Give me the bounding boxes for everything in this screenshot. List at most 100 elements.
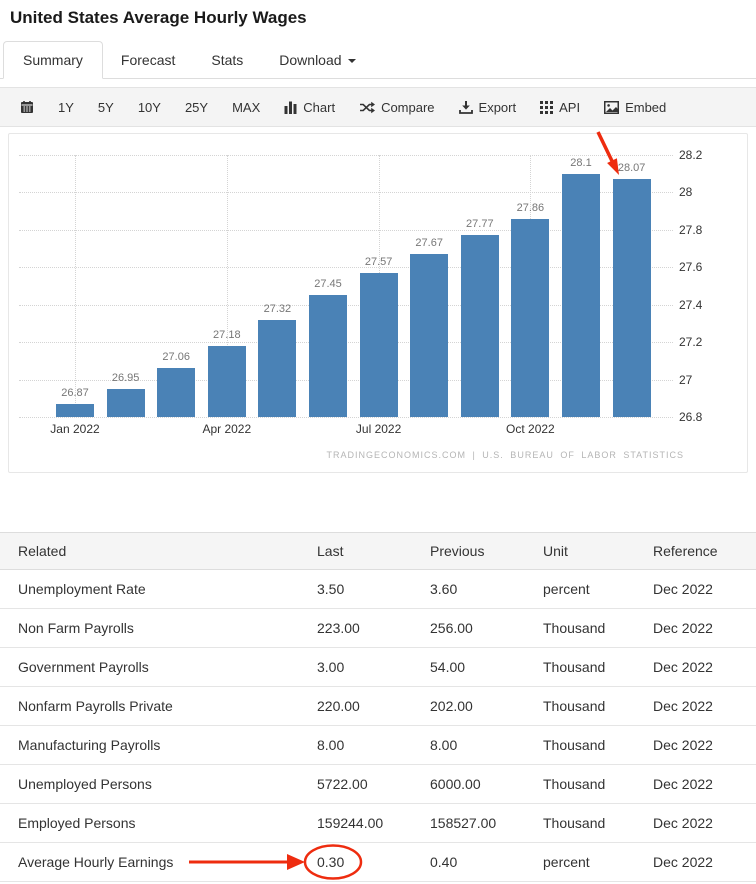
bar-value-label: 27.67 xyxy=(415,237,443,250)
table-row: Average Hourly Earnings 0.30 0.40 percent De… xyxy=(0,842,756,882)
bar-value-label: 28.07 xyxy=(617,162,646,175)
bar-value-label: 28.1 xyxy=(570,156,592,169)
range-label: 25Y xyxy=(184,99,209,115)
y-axis-tick-label: 27.4 xyxy=(679,297,703,312)
cell-reference: Dec 2022 xyxy=(646,608,756,648)
cell-previous: 158527.00 xyxy=(423,803,536,843)
y-axis-tick-label: 27 xyxy=(679,372,693,387)
cell-unit: Thousand xyxy=(536,647,646,687)
table-row: Non Farm Payrolls 223.00 256.00 Thousand Dec… xyxy=(0,608,756,648)
caret-down-icon xyxy=(347,59,356,63)
related-link[interactable]: Employed Persons xyxy=(0,803,310,843)
compare-button[interactable]: Compare xyxy=(347,100,446,115)
bar[interactable] xyxy=(258,319,297,417)
table-row: Employed Persons 159244.00 158527.00 Thousa… xyxy=(0,803,756,843)
bar-chart-icon xyxy=(284,101,297,114)
column-header-reference: Reference xyxy=(646,532,756,570)
column-header-related: Related xyxy=(0,532,310,570)
table-row: Unemployment Rate 3.50 3.60 percent Dec 2022 xyxy=(0,569,756,609)
table-row: Unemployed Persons 5722.00 6000.00 Thousand… xyxy=(0,764,756,804)
download-icon xyxy=(458,100,473,114)
column-header-previous: Previous xyxy=(423,532,536,570)
chart-button[interactable]: Chart xyxy=(272,100,347,115)
tab-download[interactable]: Download xyxy=(261,42,373,78)
y-axis-tick-label: 27.2 xyxy=(679,335,703,350)
table-row: Government Payrolls 3.00 54.00 Thousand Dec … xyxy=(0,647,756,687)
bar-value-label: 27.77 xyxy=(466,218,494,231)
toolbar-button-label: Export xyxy=(478,99,517,115)
tab-label: Forecast xyxy=(120,52,176,68)
range-25y-button[interactable]: 25Y xyxy=(173,100,220,115)
range-5y-button[interactable]: 5Y xyxy=(86,100,126,115)
related-link[interactable]: Manufacturing Payrolls xyxy=(0,725,310,765)
y-gridline xyxy=(19,229,673,231)
tab-summary[interactable]: Summary xyxy=(3,41,103,79)
bar[interactable] xyxy=(410,254,449,417)
range-1y-button[interactable]: 1Y xyxy=(46,100,86,115)
cell-unit: Thousand xyxy=(536,608,646,648)
bar[interactable] xyxy=(460,235,499,417)
cell-previous: 3.60 xyxy=(423,569,536,609)
tab-forecast[interactable]: Forecast xyxy=(103,42,193,78)
toolbar: 1Y 5Y 10Y 25Y MAX Chart Compare Export API Embed xyxy=(0,87,756,127)
column-header-last: Last xyxy=(310,532,423,570)
related-link[interactable]: Nonfarm Payrolls Private xyxy=(0,686,310,726)
range-max-button[interactable]: MAX xyxy=(220,100,272,115)
api-button[interactable]: API xyxy=(528,100,592,115)
related-link[interactable]: Non Farm Payrolls xyxy=(0,608,310,648)
export-button[interactable]: Export xyxy=(447,100,529,115)
bar-value-label: 27.57 xyxy=(364,255,393,268)
range-10y-button[interactable]: 10Y xyxy=(126,100,173,115)
table-header-row: Related Last Previous Unit Reference xyxy=(0,532,756,570)
toolbar-button-label: Chart xyxy=(303,99,336,115)
related-link[interactable]: Government Payrolls xyxy=(0,647,310,687)
bar[interactable] xyxy=(56,403,94,417)
tab-stats[interactable]: Stats xyxy=(193,42,261,78)
cell-previous: 8.00 xyxy=(423,725,536,765)
related-link[interactable]: Unemployment Rate xyxy=(0,569,310,609)
bar[interactable] xyxy=(511,218,550,417)
related-table: Related Last Previous Unit Reference Unemplo… xyxy=(0,532,756,882)
related-table-wrap: Related Last Previous Unit Reference Unemplo… xyxy=(0,532,756,882)
calendar-button[interactable] xyxy=(8,100,46,114)
bar[interactable] xyxy=(106,388,145,417)
related-link[interactable]: Unemployed Persons xyxy=(0,764,310,804)
column-header-unit: Unit xyxy=(536,532,646,570)
bar-value-label: 26.95 xyxy=(111,371,140,384)
cell-last: 220.00 xyxy=(310,686,423,726)
x-gridline xyxy=(226,155,228,417)
bar[interactable] xyxy=(207,345,246,417)
bar[interactable] xyxy=(157,368,196,417)
cell-unit: percent xyxy=(536,569,646,609)
toolbar-button-label: Compare xyxy=(381,99,435,115)
bar[interactable] xyxy=(359,272,398,417)
x-axis-tick-label: Oct 2022 xyxy=(506,422,555,436)
y-axis-tick-label: 26.8 xyxy=(679,410,703,424)
cell-last: 3.00 xyxy=(310,647,423,687)
bar[interactable] xyxy=(562,173,600,417)
table-body: Unemployment Rate 3.50 3.60 percent Dec 2022… xyxy=(0,569,756,882)
bar-value-label: 27.45 xyxy=(314,278,342,291)
cell-reference: Dec 2022 xyxy=(646,686,756,726)
cell-last: 223.00 xyxy=(310,608,423,648)
bar-value-label: 27.06 xyxy=(162,351,190,364)
x-axis-tick-label: Apr 2022 xyxy=(202,422,252,436)
tab-label: Summary xyxy=(23,52,83,68)
embed-button[interactable]: Embed xyxy=(592,100,678,115)
bar-value-label: 27.32 xyxy=(263,302,292,315)
cell-reference: Dec 2022 xyxy=(646,647,756,687)
bar[interactable] xyxy=(309,295,347,417)
chart-watermark: TRADINGECONOMICS.COM | U.S. BUREAU OF LA… xyxy=(326,450,684,460)
range-label: 1Y xyxy=(58,99,74,115)
bar-value-label: 26.87 xyxy=(61,386,89,399)
bar-value-label: 27.86 xyxy=(516,201,545,214)
toolbar-button-label: Embed xyxy=(625,99,667,115)
grid-icon xyxy=(540,100,554,114)
cell-unit: Thousand xyxy=(536,686,646,726)
range-label: MAX xyxy=(232,99,261,115)
related-link[interactable]: Average Hourly Earnings xyxy=(0,842,310,882)
bar[interactable] xyxy=(612,179,651,417)
shuffle-icon xyxy=(359,101,376,114)
cell-last: 5722.00 xyxy=(310,764,423,804)
